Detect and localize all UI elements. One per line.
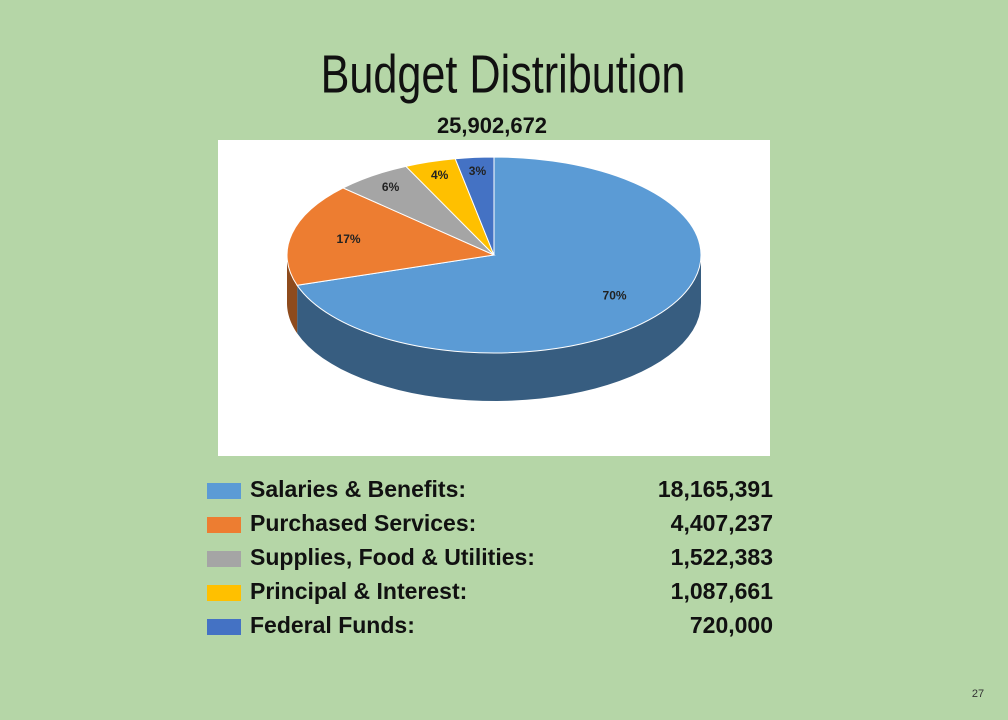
total: 25,902,672	[437, 113, 547, 138]
pie: 70% 17% 6% 4% 3%	[286, 156, 702, 401]
legend-swatch	[207, 483, 241, 499]
legend-label: Purchased Services:	[250, 510, 476, 536]
page-number: 27	[972, 688, 984, 700]
slice-side	[287, 255, 298, 334]
legend-swatch	[207, 585, 241, 601]
slice	[286, 187, 496, 286]
legend: Salaries & Benefits: 18,165,391 Purchased …	[207, 476, 773, 638]
legend-label: Principal & Interest:	[250, 578, 467, 604]
legend-label: Supplies, Food & Utilities:	[250, 544, 535, 570]
data-label: 3%	[469, 164, 487, 178]
legend-amount: 720,000	[690, 612, 773, 638]
legend-label: Salaries & Benefits:	[250, 476, 466, 502]
legend-swatch	[207, 517, 241, 533]
data-label: 70%	[603, 289, 627, 303]
legend-label: Federal Funds:	[250, 612, 415, 638]
legend-amount: 1,522,383	[671, 544, 773, 570]
legend-swatch	[207, 619, 241, 635]
slice-side	[297, 255, 701, 401]
legend-swatch	[207, 551, 241, 567]
legend-amount: 1,087,661	[671, 578, 774, 604]
data-label: 6%	[382, 180, 400, 194]
slide-title: Budget Distribution	[321, 45, 686, 105]
slice	[454, 156, 495, 256]
data-label: 4%	[431, 168, 449, 182]
legend-amount: 4,407,237	[671, 510, 773, 536]
data-label: 17%	[337, 232, 361, 246]
legend-amount: 18,165,391	[658, 476, 773, 502]
slice	[296, 156, 702, 354]
